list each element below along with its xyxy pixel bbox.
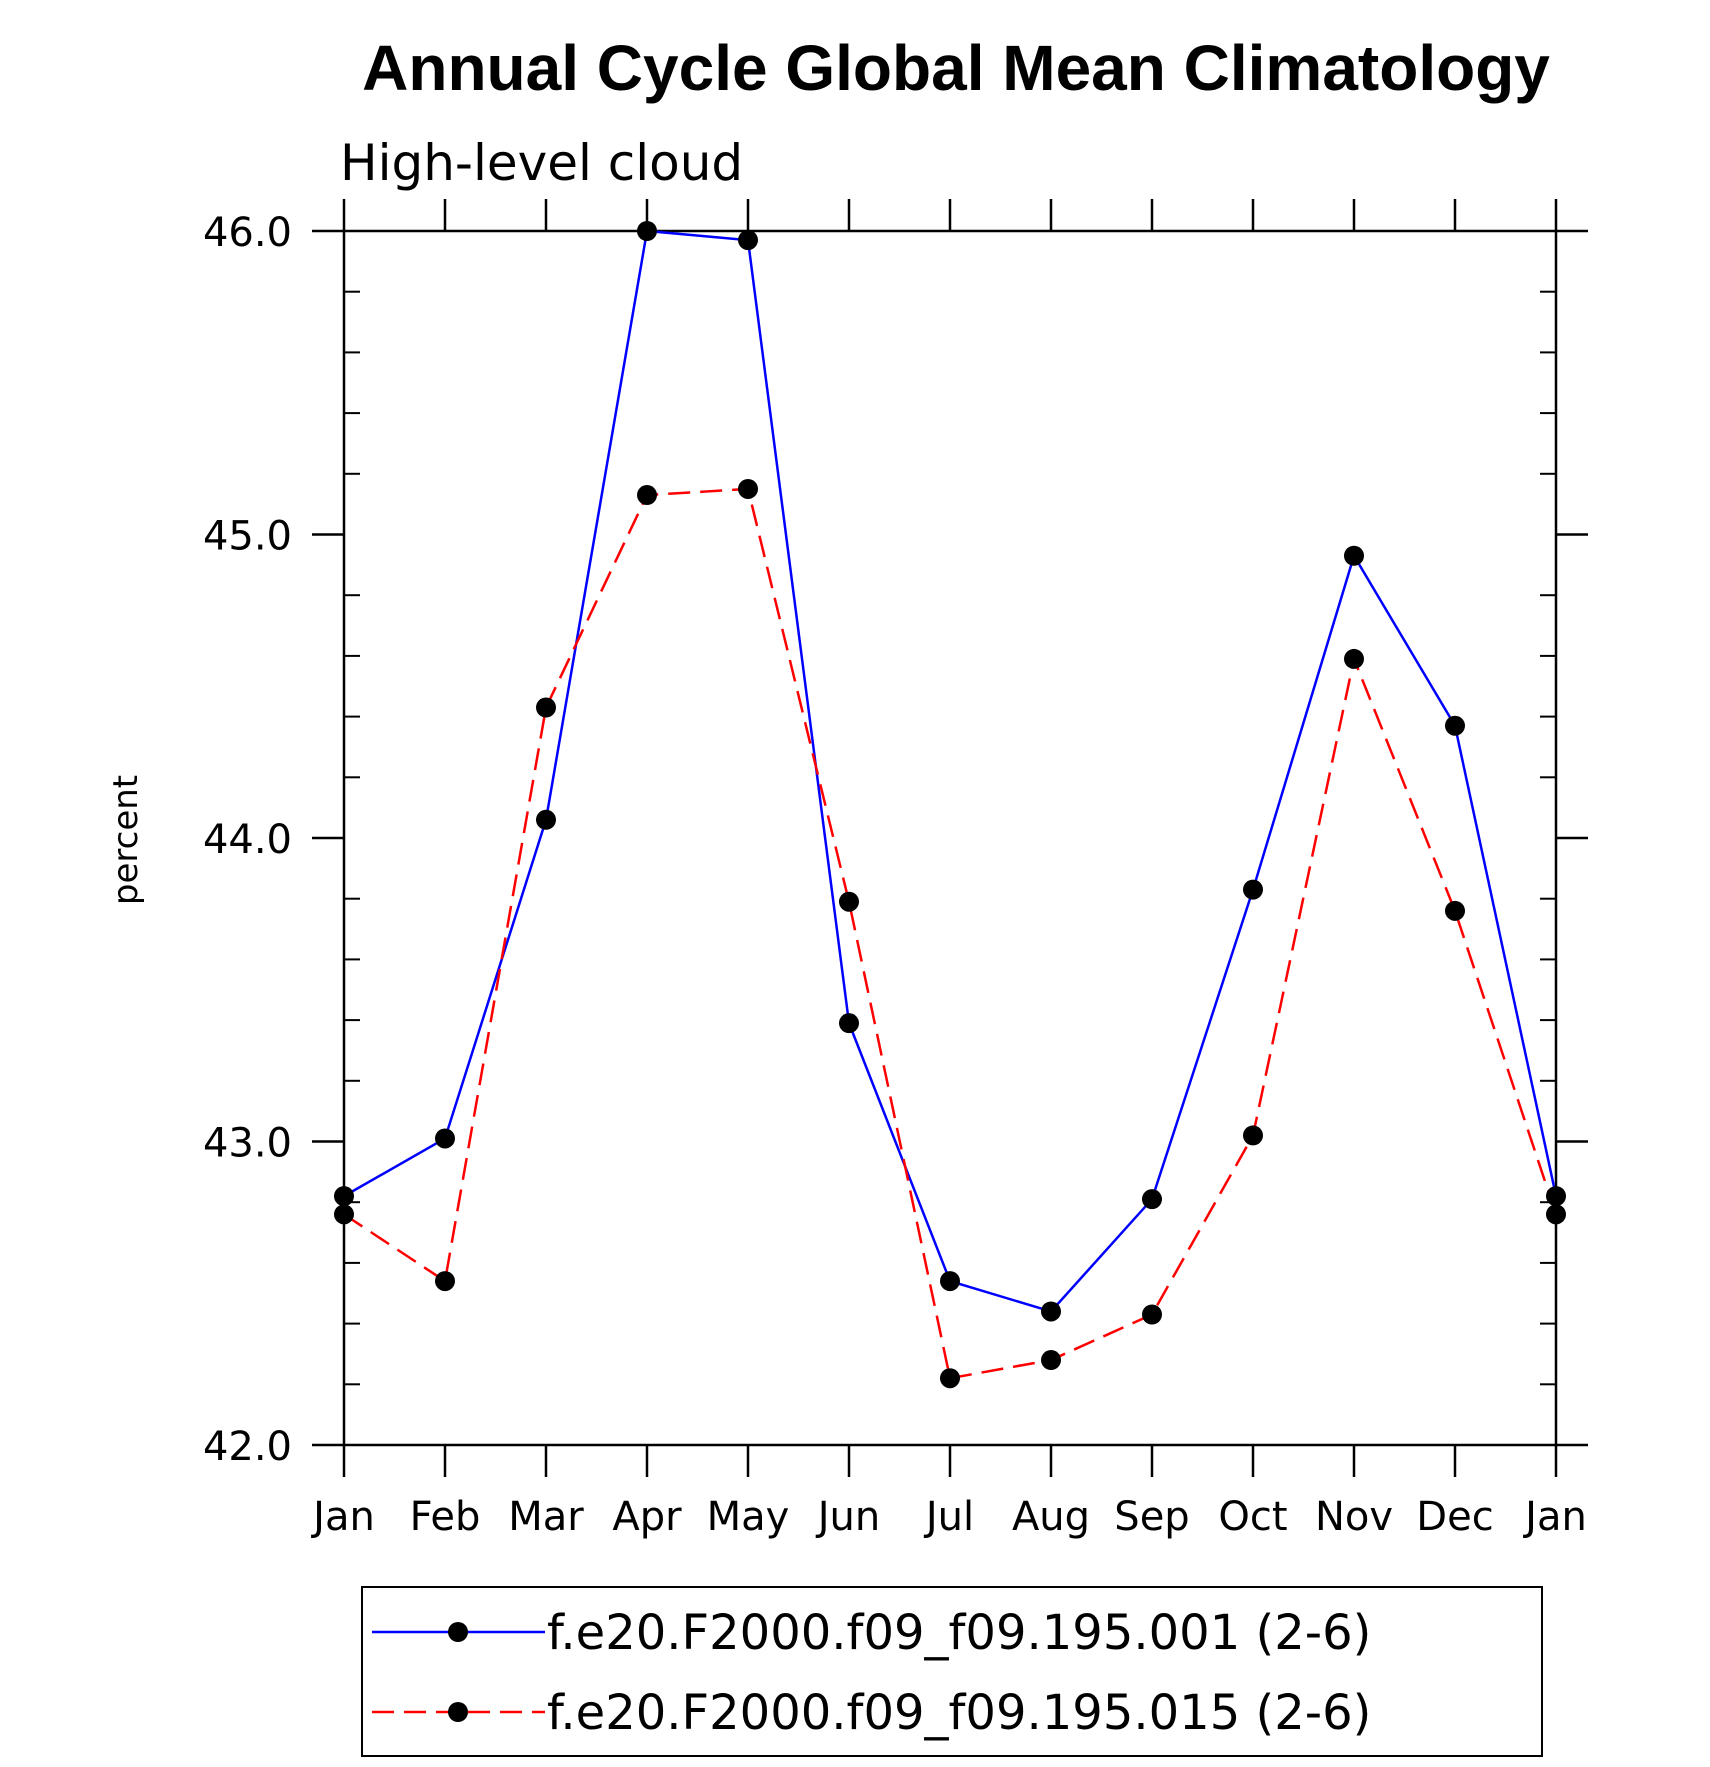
data-point-series-2 — [1546, 1204, 1566, 1225]
plot-frame — [342, 229, 1558, 1447]
data-point-series-2 — [738, 478, 758, 499]
data-point-series-2 — [1344, 648, 1364, 669]
x-tick-label: Jan — [1522, 1494, 1587, 1540]
x-tick-label: Nov — [1315, 1494, 1393, 1540]
legend-label-1: f.e20.F2000.f09_f09.195.001 (2-6) — [547, 1605, 1371, 1661]
data-point-series-1 — [637, 221, 657, 241]
data-point-series-1 — [334, 1186, 354, 1207]
data-point-series-2 — [1445, 900, 1465, 921]
series-line-2 — [343, 487, 1558, 1380]
x-tick-label: May — [707, 1494, 790, 1540]
plot-area: 42.0 43.0 44.0 45.0 46.0 Jan Feb Mar Apr May Jun Ju… — [203, 199, 1588, 1540]
x-tick-label: Oct — [1218, 1494, 1287, 1540]
data-point-series-1 — [940, 1271, 960, 1292]
x-tick-label: Jan — [310, 1494, 375, 1540]
x-tick-label: Jul — [923, 1494, 974, 1540]
legend-label-2: f.e20.F2000.f09_f09.195.015 (2-6) — [547, 1685, 1371, 1741]
legend-box — [361, 1586, 1543, 1757]
y-tick-label: 45.0 — [203, 514, 292, 560]
x-tick-label: Sep — [1114, 1494, 1189, 1540]
x-tick-label: Dec — [1416, 1494, 1493, 1540]
data-point-series-1 — [1546, 1186, 1566, 1207]
x-tick-label: Apr — [612, 1494, 682, 1540]
data-point-series-2 — [1243, 1125, 1263, 1146]
data-point-series-2 — [940, 1368, 960, 1389]
y-tick-label: 43.0 — [203, 1121, 292, 1167]
y-tick-label: 44.0 — [203, 817, 292, 863]
data-point-series-1 — [839, 1013, 859, 1034]
x-tick-label: Aug — [1012, 1494, 1090, 1540]
data-point-series-1 — [738, 230, 758, 251]
x-tick-label: Mar — [508, 1494, 584, 1540]
data-point-series-1 — [1344, 545, 1364, 566]
chart-subtitle: High-level cloud — [340, 134, 743, 192]
legend-marker-2 — [448, 1702, 468, 1722]
series-line-1 — [343, 229, 1558, 1313]
data-point-series-2 — [839, 891, 859, 912]
data-point-series-2 — [536, 697, 556, 718]
data-point-series-1 — [1142, 1189, 1162, 1210]
data-point-series-2 — [1142, 1304, 1162, 1325]
data-point-series-1 — [536, 809, 556, 830]
y-tick-label: 46.0 — [203, 210, 292, 256]
y-axis-label: percent — [106, 775, 146, 905]
x-tick-label: Jun — [815, 1494, 881, 1540]
data-point-series-2 — [1041, 1350, 1061, 1371]
legend: f.e20.F2000.f09_f09.195.001 (2-6) f.e20.F… — [361, 1586, 1543, 1757]
data-point-series-1 — [1445, 715, 1465, 736]
y-tick-label: 42.0 — [203, 1424, 292, 1470]
x-tick-label: Feb — [410, 1494, 481, 1540]
data-point-series-1 — [1041, 1301, 1061, 1322]
data-point-series-1 — [1243, 879, 1263, 900]
data-point-series-2 — [435, 1271, 455, 1292]
legend-marker-1 — [448, 1622, 468, 1642]
data-point-series-2 — [334, 1204, 354, 1225]
data-point-series-2 — [637, 485, 657, 506]
chart-title: Annual Cycle Global Mean Climatology — [362, 32, 1550, 104]
data-point-series-1 — [435, 1128, 455, 1149]
